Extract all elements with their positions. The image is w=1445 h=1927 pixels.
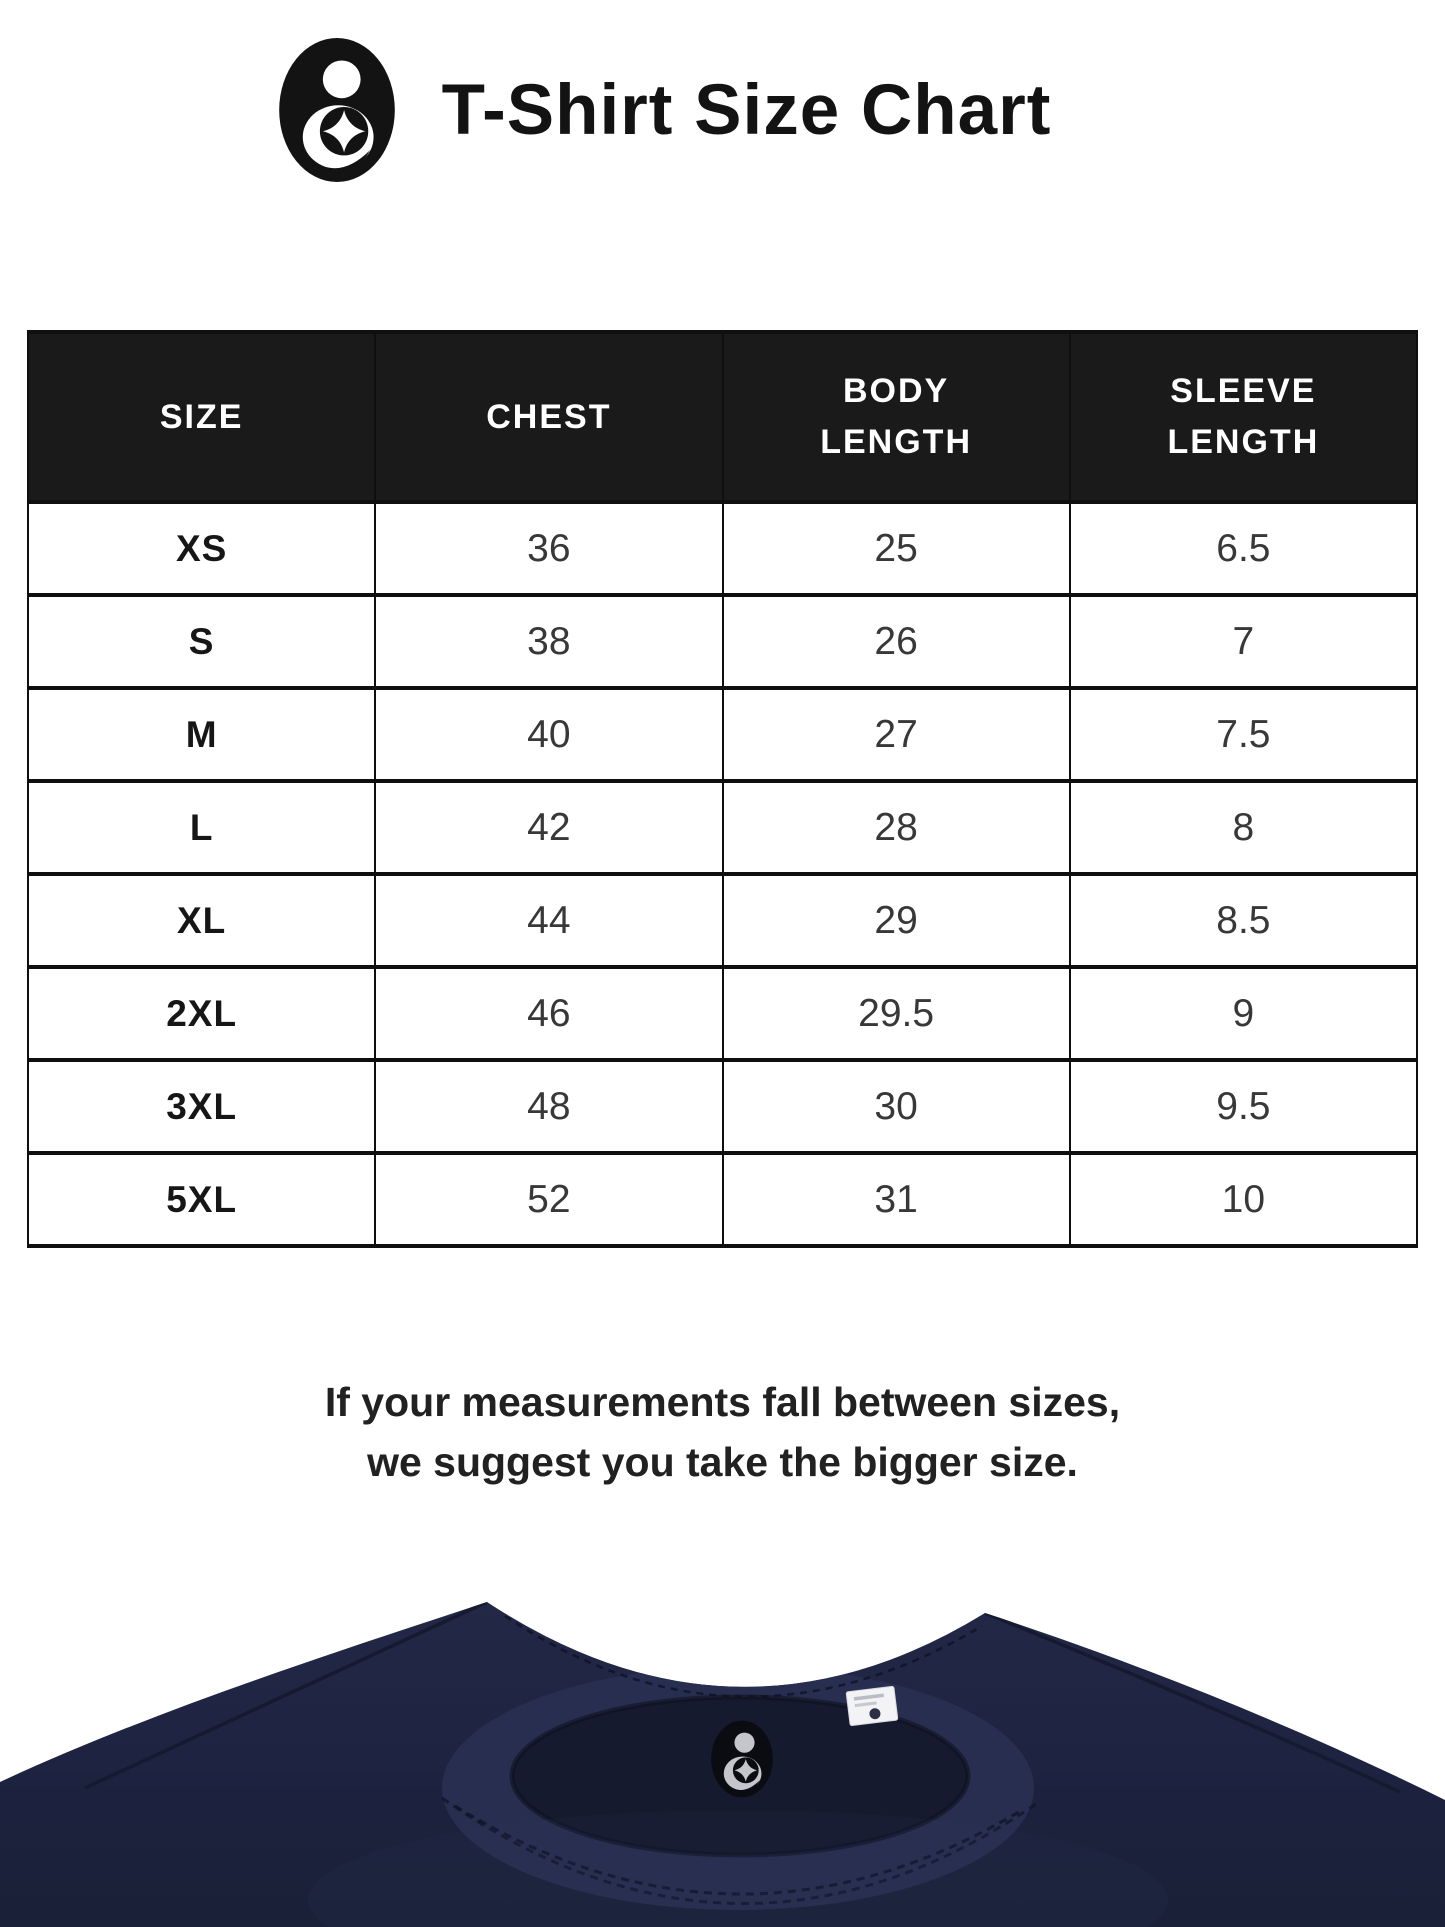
right-shoulder-seam [984, 1611, 1401, 1794]
cell-sleeve-length: 8 [1068, 779, 1419, 876]
cell-size: M [26, 686, 377, 783]
table-row-m: M 40 27 7.5 [26, 686, 1419, 783]
collar-tag-logo-icon [711, 1720, 773, 1798]
cell-body-length: 30 [721, 1058, 1071, 1155]
cell-body-length: 27 [721, 686, 1071, 783]
header-body-length: BODY LENGTH [721, 330, 1071, 504]
cell-size: XS [26, 500, 377, 597]
cell-chest: 48 [374, 1058, 724, 1155]
collar-bottom-stitch-inner [454, 1804, 1023, 1896]
table-row-2xl: 2XL 46 29.5 9 [26, 965, 1419, 1062]
cell-chest: 36 [374, 500, 724, 597]
table-row-l: L 42 28 8 [26, 779, 1419, 876]
collar-tag [711, 1720, 773, 1798]
table-row-3xl: 3XL 48 30 9.5 [26, 1058, 1419, 1155]
cell-body-length: 26 [721, 593, 1071, 690]
tshirt-photo [0, 1602, 1445, 1927]
cell-size: 2XL [26, 965, 377, 1062]
cell-chest: 40 [374, 686, 724, 783]
header-chest: CHEST [374, 330, 724, 504]
table-row-xl: XL 44 29 8.5 [26, 872, 1419, 969]
header-sleeve-length: SLEEVE LENGTH [1068, 330, 1419, 504]
collar-bottom-stitch-outer [441, 1796, 1037, 1905]
cell-body-length: 25 [721, 500, 1071, 597]
cell-size: 5XL [26, 1151, 377, 1248]
cell-size: S [26, 593, 377, 690]
cell-chest: 42 [374, 779, 724, 876]
brand-logo-icon [278, 34, 396, 186]
left-shoulder-seam [84, 1602, 488, 1790]
header-size: SIZE [26, 330, 377, 504]
care-label [845, 1685, 899, 1727]
cell-sleeve-length: 7 [1068, 593, 1419, 690]
fit-note: If your measurements fall between sizes,… [0, 1372, 1445, 1493]
fit-note-line-1: If your measurements fall between sizes, [324, 1379, 1121, 1425]
cell-sleeve-length: 9.5 [1068, 1058, 1419, 1155]
cell-chest: 38 [374, 593, 724, 690]
cell-size: L [26, 779, 377, 876]
fit-note-line-2: we suggest you take the bigger size. [367, 1439, 1078, 1486]
cell-chest: 52 [374, 1151, 724, 1248]
cell-body-length: 28 [721, 779, 1071, 876]
cell-sleeve-length: 7.5 [1068, 686, 1419, 783]
neck-opening-shadow [509, 1694, 971, 1858]
cell-body-length: 29 [721, 872, 1071, 969]
page-title: T-Shirt Size Chart [441, 70, 1052, 150]
cell-size: 3XL [26, 1058, 377, 1155]
chest-highlight [308, 1810, 1168, 1927]
cell-body-length: 31 [721, 1151, 1071, 1248]
table-header-row: SIZE CHEST BODY LENGTH SLEEVE LENGTH [26, 330, 1419, 504]
table-row-xs: XS 36 25 6.5 [26, 500, 1419, 597]
brand-header: T-Shirt Size Chart [0, 34, 1387, 186]
cell-size: XL [26, 872, 377, 969]
cell-sleeve-length: 6.5 [1068, 500, 1419, 597]
cell-sleeve-length: 9 [1068, 965, 1419, 1062]
size-chart-table: SIZE CHEST BODY LENGTH SLEEVE LENGTH XS … [26, 330, 1419, 1248]
cell-sleeve-length: 10 [1068, 1151, 1419, 1248]
cell-chest: 44 [374, 872, 724, 969]
cell-body-length: 29.5 [721, 965, 1071, 1062]
table-row-5xl: 5XL 52 31 10 [26, 1151, 1419, 1248]
cell-sleeve-length: 8.5 [1068, 872, 1419, 969]
table-row-s: S 38 26 7 [26, 593, 1419, 690]
cell-chest: 46 [374, 965, 724, 1062]
